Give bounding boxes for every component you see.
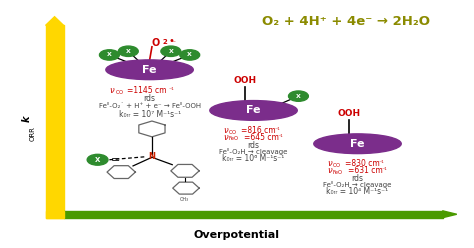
- Text: 2: 2: [162, 39, 167, 45]
- Text: OO: OO: [333, 163, 341, 168]
- Text: rds: rds: [247, 141, 260, 150]
- Text: =645 cm: =645 cm: [244, 133, 279, 142]
- Text: ν: ν: [223, 133, 228, 142]
- Text: k₀ᵣᵣ = 10⁴ M⁻¹s⁻¹: k₀ᵣᵣ = 10⁴ M⁻¹s⁻¹: [327, 187, 389, 196]
- Text: Feᴵᴵ-O₂H → cleavage: Feᴵᴵ-O₂H → cleavage: [323, 181, 392, 188]
- Text: =: =: [111, 155, 120, 165]
- Text: OOH: OOH: [337, 109, 361, 118]
- Text: OO: OO: [116, 90, 124, 95]
- Text: OO: OO: [229, 130, 237, 135]
- Text: X: X: [95, 157, 100, 163]
- Text: X: X: [187, 52, 192, 58]
- Text: k₀ᵣᵣ = 10⁷ M⁻¹s⁻¹: k₀ᵣᵣ = 10⁷ M⁻¹s⁻¹: [118, 110, 181, 119]
- Text: Feᴵᴵ-O₂H → cleavage: Feᴵᴵ-O₂H → cleavage: [219, 148, 288, 155]
- Circle shape: [161, 46, 181, 57]
- Text: k₀ᵣᵣ = 10⁶ M⁻¹s⁻¹: k₀ᵣᵣ = 10⁶ M⁻¹s⁻¹: [222, 154, 285, 162]
- Ellipse shape: [314, 134, 401, 154]
- Circle shape: [87, 154, 108, 165]
- Text: rds: rds: [144, 94, 155, 103]
- Text: ⁻: ⁻: [172, 38, 176, 47]
- Ellipse shape: [210, 101, 297, 120]
- Text: ⁻¹: ⁻¹: [274, 128, 280, 133]
- Circle shape: [100, 50, 119, 60]
- Text: X: X: [296, 94, 301, 99]
- Text: FeO: FeO: [333, 170, 343, 175]
- Text: ⁻¹: ⁻¹: [381, 168, 387, 173]
- Text: k: k: [22, 116, 32, 122]
- Text: X: X: [126, 49, 131, 54]
- Text: CH₃: CH₃: [180, 197, 189, 202]
- Text: ν: ν: [327, 166, 331, 175]
- Text: Fe: Fe: [350, 139, 365, 149]
- Text: =631 cm: =631 cm: [347, 166, 383, 175]
- Polygon shape: [46, 17, 64, 25]
- Text: O: O: [152, 38, 160, 48]
- Text: ⁻¹: ⁻¹: [169, 88, 175, 93]
- Text: ν: ν: [109, 86, 114, 95]
- Text: =816 cm: =816 cm: [241, 126, 275, 135]
- Circle shape: [289, 91, 309, 101]
- Polygon shape: [46, 211, 64, 218]
- Text: =1145 cm: =1145 cm: [128, 86, 167, 95]
- Ellipse shape: [106, 60, 193, 80]
- Text: =830 cm: =830 cm: [345, 159, 380, 168]
- Text: ν: ν: [327, 159, 331, 168]
- Text: N: N: [148, 152, 155, 161]
- Text: Overpotential: Overpotential: [194, 230, 280, 240]
- Text: FeO: FeO: [229, 136, 239, 141]
- Text: Fe: Fe: [142, 65, 157, 75]
- Circle shape: [180, 50, 200, 60]
- Polygon shape: [443, 211, 457, 218]
- Text: X: X: [168, 49, 173, 54]
- Text: O₂ + 4H⁺ + 4e⁻ → 2H₂O: O₂ + 4H⁺ + 4e⁻ → 2H₂O: [262, 15, 430, 28]
- Text: ⁻¹: ⁻¹: [378, 161, 384, 166]
- Text: Fe: Fe: [246, 105, 261, 115]
- Text: OOH: OOH: [234, 76, 256, 85]
- Circle shape: [118, 46, 138, 57]
- Text: Feᴵᴵ-O₂˙ + H⁺ + e⁻ → Feᴵᴵ-OOH: Feᴵᴵ-O₂˙ + H⁺ + e⁻ → Feᴵᴵ-OOH: [99, 103, 201, 109]
- Text: ⁻¹: ⁻¹: [277, 135, 283, 140]
- Text: rds: rds: [352, 174, 364, 183]
- Text: ν: ν: [223, 126, 228, 135]
- Text: •: •: [168, 36, 174, 46]
- Text: ORR: ORR: [30, 126, 36, 141]
- Text: X: X: [107, 52, 112, 58]
